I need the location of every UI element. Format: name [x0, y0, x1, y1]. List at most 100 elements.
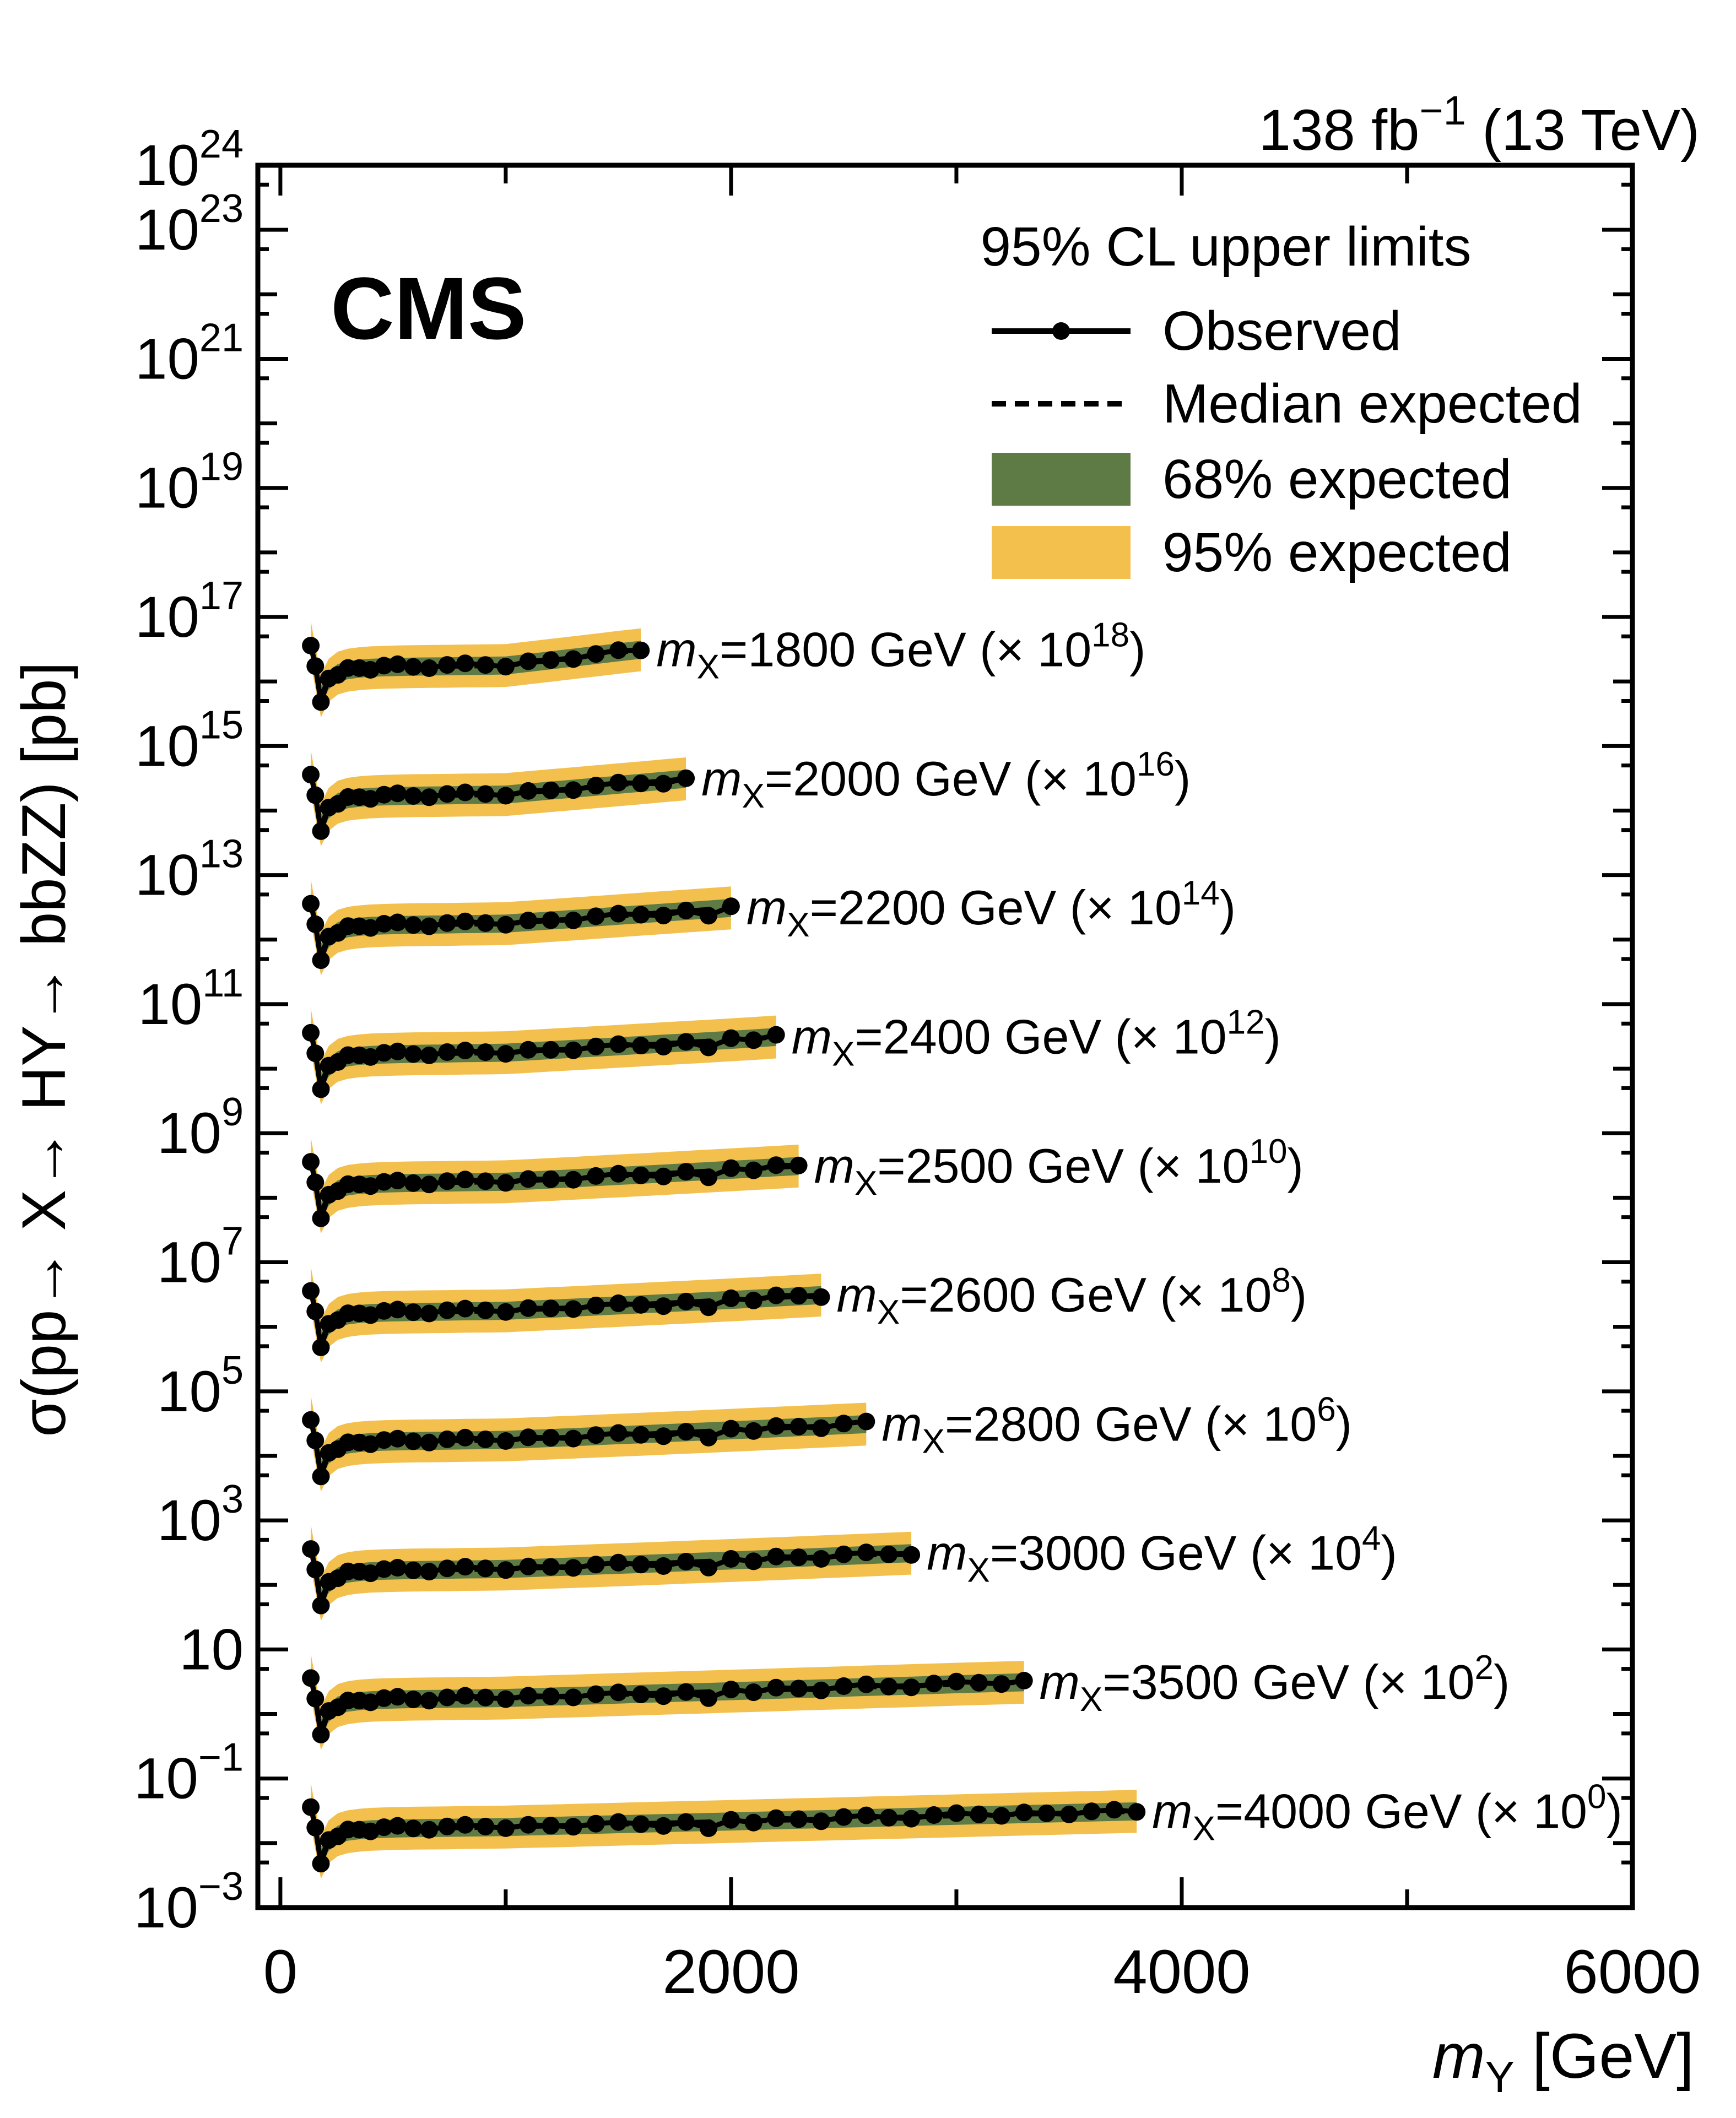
observed-point	[361, 1306, 380, 1324]
text-part: =2800 GeV (× 10	[945, 1396, 1317, 1451]
observed-point	[306, 1432, 325, 1449]
observed-point	[789, 1417, 808, 1436]
text-part: )	[1287, 1139, 1303, 1193]
observed-point	[857, 1675, 875, 1693]
observed-point	[519, 912, 537, 929]
text-part: )	[1381, 1526, 1397, 1580]
observed-point	[361, 1048, 380, 1066]
observed-point	[632, 1815, 650, 1833]
observed-point	[564, 781, 582, 799]
observed-point	[361, 1822, 380, 1840]
observed-point	[700, 1428, 717, 1447]
observed-point	[438, 656, 456, 674]
observed-point	[388, 1688, 407, 1706]
observed-point	[700, 1689, 717, 1707]
observed-point	[767, 1809, 785, 1827]
legend-item-median-expected: Median expected	[992, 373, 1582, 435]
observed-point	[564, 1559, 582, 1577]
observed-point	[438, 1430, 456, 1448]
observed-point	[902, 1810, 921, 1828]
observed-point	[948, 1672, 965, 1691]
observed-points	[302, 766, 695, 840]
observed-point	[677, 1683, 695, 1701]
y-tick-label: 1011	[138, 961, 244, 1037]
exponent: −1	[198, 1736, 244, 1780]
observed-point	[587, 1685, 605, 1703]
observed-point	[542, 911, 560, 929]
band-68-expected	[311, 633, 641, 705]
observed-point	[632, 1296, 650, 1314]
observed-point	[564, 650, 582, 668]
observed-point	[477, 1043, 495, 1061]
observed-point	[312, 1596, 330, 1615]
observed-point	[722, 1681, 740, 1699]
observed-point	[632, 1556, 650, 1574]
x-axis-labels: 0 2000 4000 6000	[263, 1937, 1701, 2006]
observed-point	[948, 1804, 965, 1822]
observed-point	[306, 1689, 325, 1708]
observed-point	[970, 1805, 988, 1823]
exponent: 7	[221, 1220, 244, 1264]
95-expected-band-sample	[992, 526, 1131, 579]
observed-point	[542, 1558, 560, 1576]
observed-point	[438, 1301, 456, 1319]
observed-point	[970, 1673, 988, 1692]
y-tick-label: 109	[157, 1090, 244, 1166]
observed-point	[312, 1209, 330, 1227]
subscript: X	[832, 1036, 855, 1074]
x-axis-title: mY [GeV]	[1432, 2021, 1694, 2101]
observed-point	[420, 659, 438, 677]
series-2600: mX=2600 GeV (× 108)	[302, 1261, 1307, 1363]
observed-point	[302, 1669, 320, 1687]
observed-point	[496, 1045, 515, 1063]
y-tick-label: 1015	[135, 703, 244, 778]
x-tick-label: 6000	[1564, 1937, 1701, 2006]
text-part: )	[1336, 1396, 1352, 1451]
observed-point	[438, 1043, 456, 1061]
subscript: X	[787, 906, 809, 944]
band-95-expected	[311, 1783, 1137, 1879]
exponent: 9	[221, 1090, 244, 1134]
observed-point	[632, 1037, 650, 1055]
observed-point	[361, 1177, 380, 1195]
observed-point	[812, 1812, 830, 1830]
exponent: 23	[199, 187, 244, 231]
observed-point	[519, 1170, 537, 1188]
x-tick-label: 0	[263, 1937, 298, 2006]
text-part: m	[747, 880, 787, 935]
text-part: [GeV]	[1515, 2021, 1694, 2092]
observed-point	[677, 1163, 695, 1181]
observed-point	[542, 1817, 560, 1835]
observed-point	[609, 641, 628, 659]
observed-point	[564, 1429, 582, 1448]
observed-point	[587, 777, 605, 795]
band-68-expected	[311, 1537, 912, 1608]
observed-point	[456, 1299, 474, 1318]
observed-point	[609, 1035, 628, 1053]
legend: 95% CL upper limits Observed Median expect…	[980, 216, 1582, 583]
observed-point	[609, 1424, 628, 1442]
text-part: =4000 GeV (× 10	[1215, 1784, 1587, 1838]
observed-point	[388, 1042, 407, 1060]
cms-label: CMS	[331, 259, 527, 357]
observed-point	[812, 1550, 830, 1568]
text-part: 10	[138, 972, 202, 1037]
y-tick-label: 1024	[135, 122, 244, 198]
observed-point	[542, 1170, 560, 1188]
text-part: )	[1129, 622, 1145, 677]
series-2800: mX=2800 GeV (× 106)	[302, 1390, 1352, 1492]
observed-point	[302, 895, 320, 913]
observed-point	[496, 1690, 515, 1708]
observed-point	[655, 1297, 673, 1315]
legend-item-label: 95% expected	[1162, 522, 1512, 583]
observed-point	[456, 654, 474, 673]
text-part: )	[1606, 1784, 1622, 1838]
observed-point	[632, 1426, 650, 1444]
observed-point	[700, 1168, 717, 1187]
observed-point	[312, 1339, 330, 1356]
observed-point	[420, 917, 438, 935]
observed-point	[677, 1813, 695, 1831]
observed-point	[880, 1808, 898, 1827]
series-2000: mX=2000 GeV (× 1016)	[302, 745, 1191, 847]
observed-point	[375, 1818, 393, 1837]
